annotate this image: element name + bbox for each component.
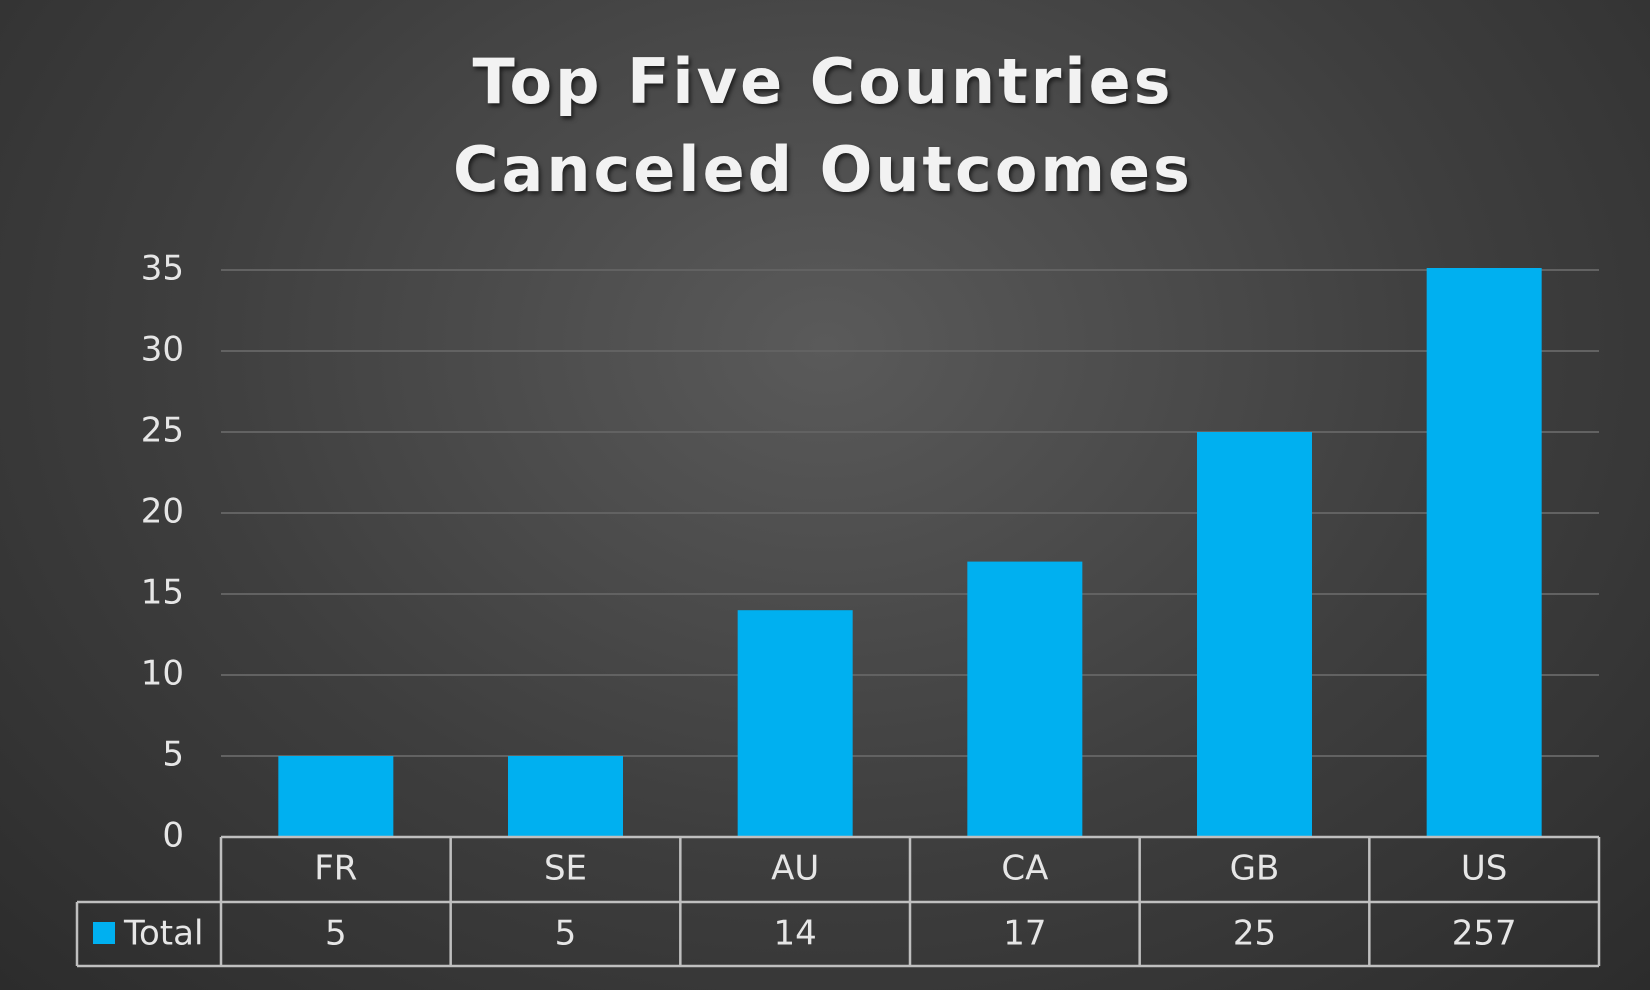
y-tick-label: 20 <box>141 492 184 532</box>
bar <box>278 756 394 837</box>
data-table-value: 14 <box>774 914 817 954</box>
chart-title: Top Five Countries Canceled Outcomes <box>453 45 1193 206</box>
data-table-value: 5 <box>325 914 347 954</box>
x-tick-label: US <box>1461 849 1507 889</box>
data-table-value: 25 <box>1233 914 1276 954</box>
bar <box>1426 268 1542 837</box>
y-tick-label: 35 <box>141 249 184 289</box>
bar <box>967 561 1083 837</box>
x-tick-label: CA <box>1001 849 1048 889</box>
grid: 0 5 10 15 20 25 30 35 <box>141 249 1599 856</box>
y-tick-label: 5 <box>162 735 184 775</box>
bar <box>508 756 623 837</box>
bar <box>737 610 853 837</box>
data-table-value: 17 <box>1003 914 1046 954</box>
y-tick-label: 25 <box>141 411 184 451</box>
data-table-value: 257 <box>1452 914 1517 954</box>
x-tick-label: SE <box>544 849 587 889</box>
y-tick-label: 15 <box>141 573 184 613</box>
legend-swatch <box>93 922 115 944</box>
bars <box>278 268 1542 837</box>
y-tick-label: 10 <box>141 654 184 694</box>
data-table: 5 5 14 17 25 257 Total FR SE AU CA GB US <box>75 835 1601 968</box>
data-table-value: 5 <box>555 914 577 954</box>
x-tick-label: FR <box>314 849 357 889</box>
y-tick-label: 30 <box>141 330 184 370</box>
bar <box>1197 432 1312 837</box>
y-tick-label: 0 <box>162 816 184 856</box>
x-tick-label: GB <box>1230 849 1280 889</box>
x-tick-label: AU <box>771 849 819 889</box>
legend-label: Total <box>123 914 203 954</box>
